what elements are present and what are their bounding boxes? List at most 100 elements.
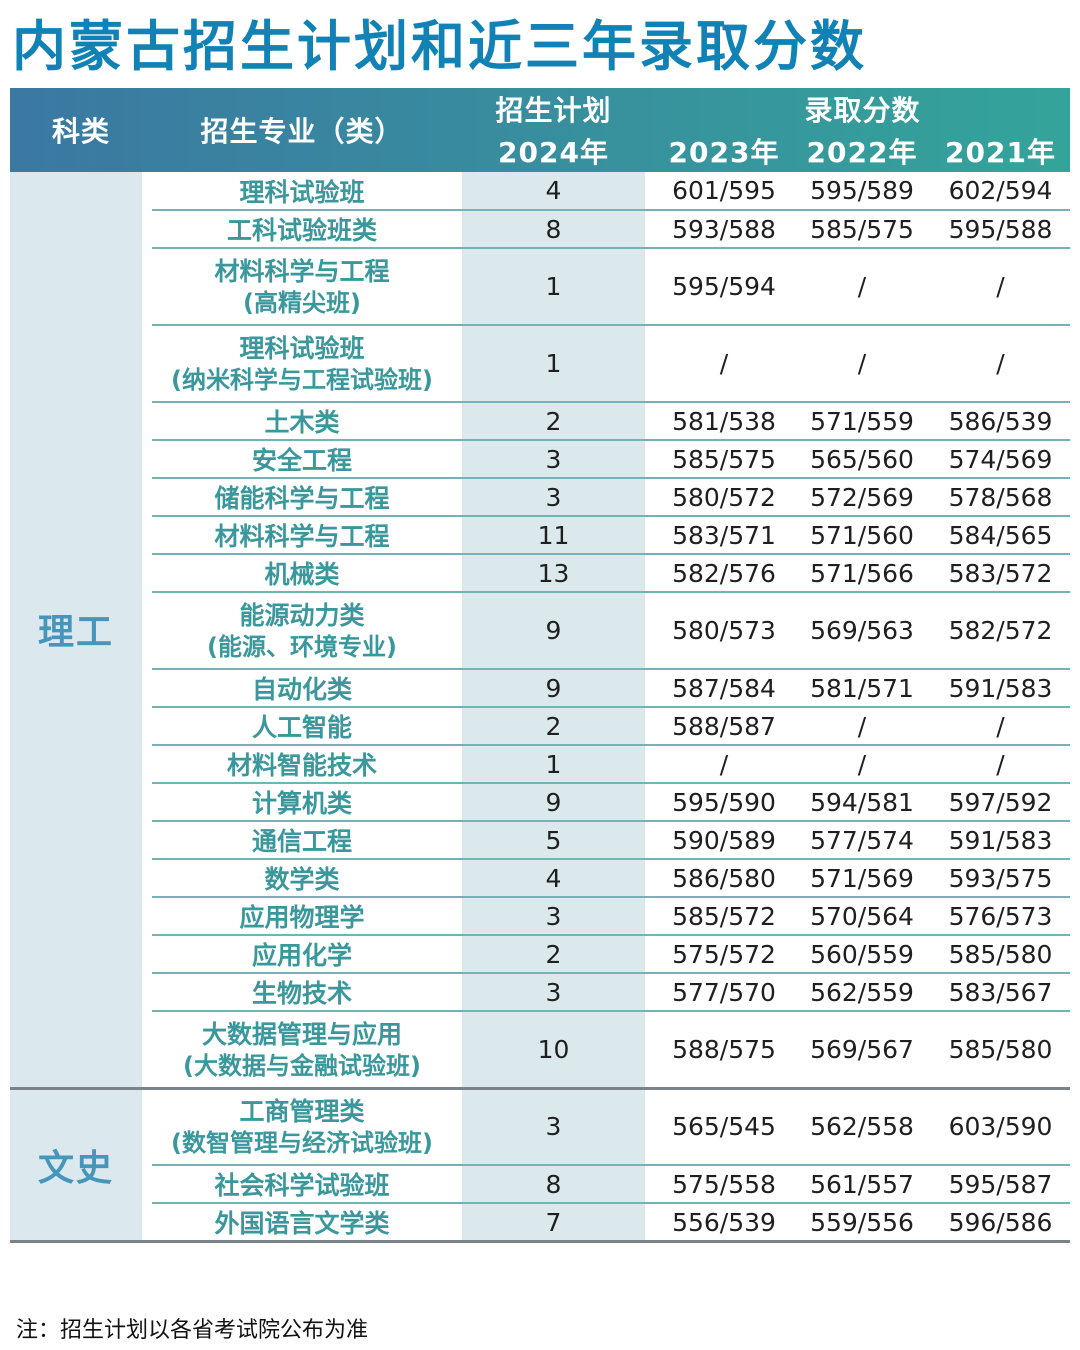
table-row: 社会科学试验班 8 575/558 561/557 595/587 (10, 1165, 1070, 1204)
table-row: 外国语言文学类 7 556/539 559/556 596/586 (10, 1203, 1070, 1243)
table-row: 自动化类 9 587/584 581/571 591/583 (10, 669, 1070, 708)
plan-cell: 9 (452, 783, 655, 822)
score-2021-cell: 597/592 (931, 783, 1070, 822)
score-2023-cell: / (655, 745, 793, 784)
score-2022-cell: 560/559 (793, 935, 931, 974)
score-2021-cell: 584/565 (931, 516, 1070, 555)
table-row: 文史 工商管理类 (数智管理与经济试验班) 3 565/545 562/558 … (10, 1088, 1070, 1243)
score-2022-cell: / (793, 248, 931, 326)
header-score-group: 录取分数 (804, 94, 921, 127)
header-major: 招生专业（类） (200, 115, 404, 148)
score-2022-cell: 594/581 (793, 783, 931, 822)
category-cell-liberal-arts: 文史 (10, 1088, 152, 1243)
plan-cell: 2 (452, 707, 655, 746)
plan-cell: 9 (452, 592, 655, 670)
major-cell: 工科试验班类 (152, 210, 452, 249)
score-2023-cell: 595/594 (655, 248, 793, 326)
score-2022-cell: / (793, 325, 931, 403)
table-row: 大数据管理与应用 (大数据与金融试验班) 10 588/575 569/567 … (10, 1011, 1070, 1090)
table-row: 理科试验班 (纳米科学与工程试验班) 1 / / / (10, 325, 1070, 403)
major-cell: 储能科学与工程 (152, 478, 452, 517)
major-sub-label: (数智管理与经济试验班) (171, 1129, 433, 1158)
score-2023-cell: 587/584 (655, 669, 793, 708)
table-row: 能源动力类 (能源、环境专业) 9 580/573 569/563 582/57… (10, 592, 1070, 670)
score-2021-cell: / (931, 707, 1070, 746)
score-2023-cell: 580/572 (655, 478, 793, 517)
score-2022-cell: 571/560 (793, 516, 931, 555)
header-plan-year: 2024年 (498, 136, 609, 169)
plan-cell: 3 (452, 1088, 655, 1166)
major-sub-label: (纳米科学与工程试验班) (171, 365, 433, 394)
header-row-2: 2024年 2023年 2022年 2021年 (10, 130, 1070, 172)
table-row: 材料智能技术 1 / / / (10, 745, 1070, 784)
score-2022-cell: 595/589 (793, 172, 931, 211)
score-2021-cell: 603/590 (931, 1088, 1070, 1166)
table-row: 理工 理科试验班 4 601/595 595/589 602/594 (10, 172, 1070, 1090)
plan-cell: 5 (452, 821, 655, 860)
score-2023-cell: 577/570 (655, 973, 793, 1012)
score-2023-cell: 586/580 (655, 859, 793, 898)
major-sub-label: (大数据与金融试验班) (183, 1051, 421, 1080)
plan-cell: 2 (452, 935, 655, 974)
header-year-2022: 2022年 (806, 136, 918, 169)
score-2022-cell: 570/564 (793, 897, 931, 936)
score-2023-cell: 556/539 (655, 1203, 793, 1243)
major-cell: 自动化类 (152, 669, 452, 708)
score-2023-cell: 588/575 (655, 1011, 793, 1090)
score-2022-cell: 581/571 (793, 669, 931, 708)
plan-cell: 4 (452, 859, 655, 898)
score-2023-cell: 601/595 (655, 172, 793, 211)
score-2021-cell: 602/594 (931, 172, 1070, 211)
major-label: 大数据管理与应用 (201, 1019, 402, 1049)
score-2021-cell: / (931, 248, 1070, 326)
score-2022-cell: 571/559 (793, 402, 931, 441)
major-cell: 机械类 (152, 554, 452, 593)
table-row: 生物技术 3 577/570 562/559 583/567 (10, 973, 1070, 1012)
score-2022-cell: 572/569 (793, 478, 931, 517)
major-cell: 理科试验班 (152, 172, 452, 211)
major-cell: 工商管理类 (数智管理与经济试验班) (152, 1088, 452, 1166)
table-row: 土木类 2 581/538 571/559 586/539 (10, 402, 1070, 441)
score-2021-cell: 595/588 (931, 210, 1070, 249)
score-2021-cell: 595/587 (931, 1165, 1070, 1204)
plan-cell: 8 (452, 1165, 655, 1204)
plan-cell: 1 (452, 248, 655, 326)
score-2023-cell: 565/545 (655, 1088, 793, 1166)
major-cell: 土木类 (152, 402, 452, 441)
score-2023-cell: / (655, 325, 793, 403)
table-row: 数学类 4 586/580 571/569 593/575 (10, 859, 1070, 898)
score-2022-cell: / (793, 745, 931, 784)
table-row: 通信工程 5 590/589 577/574 591/583 (10, 821, 1070, 860)
plan-cell: 1 (452, 745, 655, 784)
score-2023-cell: 590/589 (655, 821, 793, 860)
header-row-1: 科类 招生专业（类） 招生计划 录取分数 (10, 88, 1070, 148)
admissions-table: 科类 招生专业（类） 招生计划 录取分数 2024年 2023年 2022年 2… (10, 88, 1070, 1243)
score-2022-cell: 571/566 (793, 554, 931, 593)
table-row: 应用物理学 3 585/572 570/564 576/573 (10, 897, 1070, 936)
table-row: 安全工程 3 585/575 565/560 574/569 (10, 440, 1070, 479)
major-cell: 生物技术 (152, 973, 452, 1012)
score-2022-cell: 577/574 (793, 821, 931, 860)
major-cell: 理科试验班 (纳米科学与工程试验班) (152, 325, 452, 403)
major-label: 能源动力类 (239, 601, 365, 631)
table-row: 计算机类 9 595/590 594/581 597/592 (10, 783, 1070, 822)
score-2022-cell: 562/558 (793, 1088, 931, 1166)
major-label: 工商管理类 (239, 1097, 365, 1127)
score-2023-cell: 585/572 (655, 897, 793, 936)
table-row: 应用化学 2 575/572 560/559 585/580 (10, 935, 1070, 974)
score-2023-cell: 582/576 (655, 554, 793, 593)
table-row: 工科试验班类 8 593/588 585/575 595/588 (10, 210, 1070, 249)
score-2021-cell: / (931, 745, 1070, 784)
score-2021-cell: 586/539 (931, 402, 1070, 441)
major-cell: 社会科学试验班 (152, 1165, 452, 1204)
major-cell: 人工智能 (152, 707, 452, 746)
footnote: 注：招生计划以各省考试院公布为准 (16, 1318, 369, 1343)
score-2021-cell: 582/572 (931, 592, 1070, 670)
table-header: 科类 招生专业（类） 招生计划 录取分数 2024年 2023年 2022年 2… (10, 88, 1070, 172)
score-2023-cell: 585/575 (655, 440, 793, 479)
plan-cell: 10 (452, 1011, 655, 1090)
score-2023-cell: 575/572 (655, 935, 793, 974)
score-2022-cell: 569/563 (793, 592, 931, 670)
major-cell: 材料智能技术 (152, 745, 452, 784)
major-label: 材料科学与工程 (214, 257, 390, 287)
